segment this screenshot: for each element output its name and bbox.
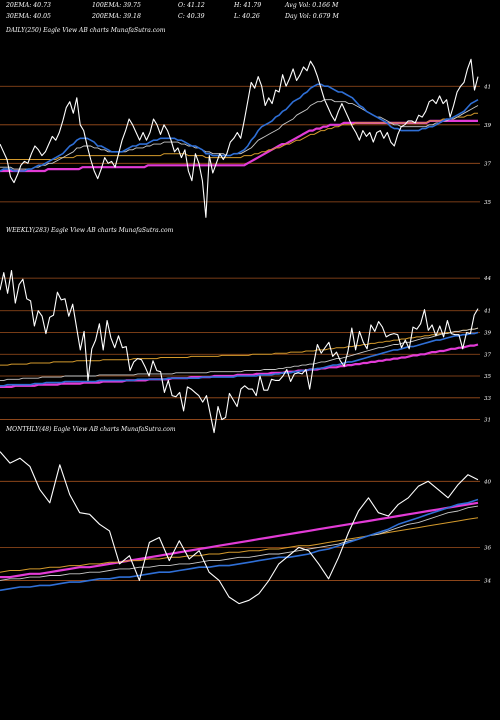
close-stat: C: 40.39 (178, 13, 205, 20)
daily-tick-label: 39 (484, 123, 492, 129)
daily-ema30-line (0, 99, 479, 170)
weekly-tick-label: 35 (484, 374, 492, 380)
ema20-stat: 20EMA: 40.73 (6, 2, 51, 9)
weekly-tick-label: 44 (483, 276, 492, 282)
ema200-stat: 200EMA: 39.18 (92, 13, 141, 20)
weekly-panel: 44 41 39 37 35 33 31 (0, 269, 492, 434)
daily-tick-label: 41 (483, 84, 491, 90)
monthly-price-line (0, 451, 479, 605)
open-stat: O: 41.12 (178, 2, 205, 9)
monthly-tick-label: 34 (484, 578, 492, 584)
daily-panel: 41 39 37 35 (0, 58, 492, 218)
weekly-tick-label: 41 (483, 309, 491, 315)
weekly-ema100-line (0, 327, 479, 366)
weekly-tick-label: 33 (484, 396, 492, 402)
ema30-stat: 30EMA: 40.05 (6, 13, 51, 20)
avg-volume-stat: Avg Vol: 0.166 M (285, 2, 339, 9)
weekly-ema20-line (0, 331, 479, 387)
daily-tick-label: 37 (484, 161, 492, 167)
daily-tick-label: 35 (484, 200, 492, 206)
ema100-stat: 100EMA: 39.75 (92, 2, 141, 9)
high-stat: H: 41.79 (234, 2, 262, 9)
monthly-panel: 40 36 34 (0, 451, 492, 605)
weekly-ema200-line (0, 343, 479, 388)
monthly-tick-label: 36 (484, 545, 492, 551)
weekly-tick-label: 37 (484, 352, 492, 358)
weekly-panel-label: WEEKLY(283) Eagle View AB charts MunafaS… (6, 227, 174, 234)
daily-panel-label: DAILY(250) Eagle View AB charts MunafaSu… (6, 27, 166, 34)
monthly-panel-label: MONTHLY(48) Eagle View AB charts MunafaS… (6, 426, 176, 433)
monthly-ema200-line (0, 501, 479, 579)
day-volume-stat: Day Vol: 0.679 M (285, 13, 339, 20)
daily-ema20-line (0, 83, 479, 172)
weekly-tick-label: 31 (484, 418, 491, 424)
monthly-ema30-line (0, 505, 479, 581)
daily-ema100-line (0, 112, 478, 160)
weekly-price-line (0, 269, 479, 434)
monthly-ema20-line (0, 498, 479, 592)
monthly-ema100-line (0, 517, 479, 573)
monthly-tick-label: 40 (483, 479, 492, 485)
weekly-tick-label: 39 (484, 331, 492, 337)
daily-price-line (0, 58, 479, 218)
weekly-ema30-line (0, 327, 479, 381)
low-stat: L: 40.26 (234, 13, 260, 20)
